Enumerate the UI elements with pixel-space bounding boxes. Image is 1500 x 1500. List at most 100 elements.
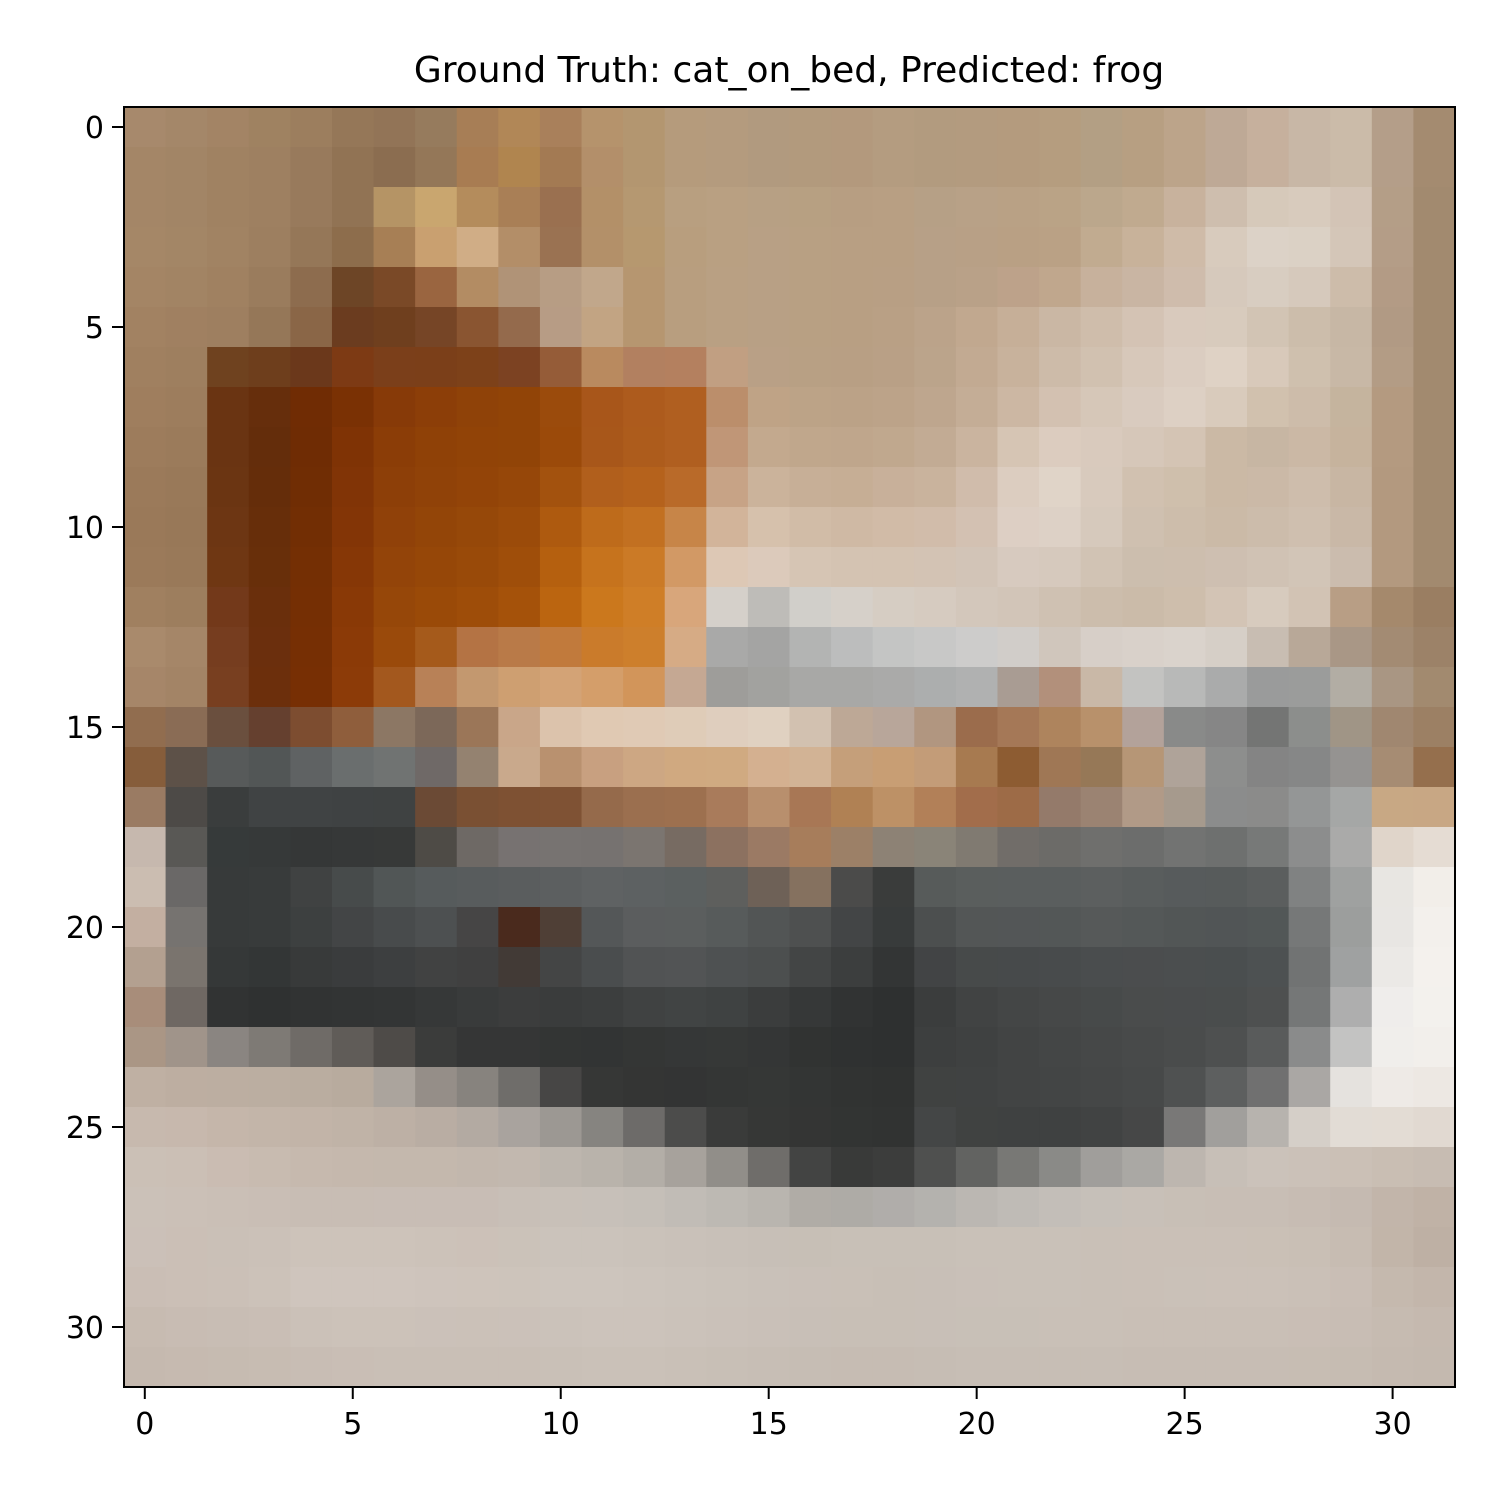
image-pixel xyxy=(1330,1107,1373,1148)
image-pixel xyxy=(1371,227,1414,268)
image-pixel xyxy=(1288,467,1331,508)
image-pixel xyxy=(1371,1067,1414,1108)
image-pixel xyxy=(1247,907,1290,948)
image-pixel xyxy=(331,707,375,748)
image-pixel xyxy=(872,427,915,468)
image-pixel xyxy=(498,1147,541,1188)
image-pixel xyxy=(331,1347,375,1388)
image-pixel xyxy=(664,827,707,868)
image-pixel xyxy=(831,227,874,268)
image-pixel xyxy=(1247,107,1290,148)
image-pixel xyxy=(331,1027,375,1068)
image-pixel xyxy=(623,187,666,228)
image-pixel xyxy=(623,707,666,748)
image-pixel xyxy=(1039,707,1082,748)
image-pixel xyxy=(706,1027,749,1068)
image-pixel xyxy=(831,1187,874,1228)
image-pixel xyxy=(1330,147,1373,188)
image-pixel xyxy=(207,307,250,348)
image-pixel xyxy=(124,627,167,668)
image-pixel xyxy=(290,947,333,988)
image-pixel xyxy=(1330,787,1373,828)
image-pixel xyxy=(1163,1347,1207,1388)
image-pixel xyxy=(789,787,832,828)
image-pixel xyxy=(1163,907,1207,948)
image-pixel xyxy=(706,347,749,388)
image-pixel xyxy=(1371,1027,1414,1068)
image-pixel xyxy=(831,1067,874,1108)
image-pixel xyxy=(747,187,791,228)
image-pixel xyxy=(290,667,333,708)
image-pixel xyxy=(1247,827,1290,868)
image-pixel xyxy=(1247,867,1290,908)
image-pixel xyxy=(831,107,874,148)
image-pixel xyxy=(1288,507,1331,548)
image-pixel xyxy=(955,587,999,628)
image-pixel xyxy=(207,267,250,308)
image-pixel xyxy=(789,1267,832,1308)
image-pixel xyxy=(1205,267,1248,308)
image-pixel xyxy=(498,987,541,1028)
image-pixel xyxy=(623,587,666,628)
image-pixel xyxy=(1080,427,1123,468)
image-pixel xyxy=(1205,907,1248,948)
image-pixel xyxy=(955,267,999,308)
image-pixel xyxy=(539,267,583,308)
image-pixel xyxy=(664,907,707,948)
image-pixel xyxy=(914,507,957,548)
image-pixel xyxy=(1163,147,1207,188)
image-pixel xyxy=(955,307,999,348)
image-pixel xyxy=(1330,307,1373,348)
image-pixel xyxy=(498,1227,541,1268)
image-pixel xyxy=(1288,1267,1331,1308)
image-pixel xyxy=(831,507,874,548)
image-pixel xyxy=(1288,907,1331,948)
image-pixel xyxy=(1413,1107,1456,1148)
image-pixel xyxy=(706,1267,749,1308)
image-pixel xyxy=(1371,787,1414,828)
image-pixel xyxy=(955,907,999,948)
image-pixel xyxy=(914,267,957,308)
image-pixel xyxy=(706,227,749,268)
image-pixel xyxy=(1039,1187,1082,1228)
image-pixel xyxy=(1371,987,1414,1028)
image-pixel xyxy=(1371,827,1414,868)
image-pixel xyxy=(1039,467,1082,508)
image-pixel xyxy=(914,1267,957,1308)
image-pixel xyxy=(415,867,458,908)
image-pixel xyxy=(1247,667,1290,708)
image-pixel xyxy=(124,347,167,388)
image-pixel xyxy=(415,987,458,1028)
image-pixel xyxy=(1163,987,1207,1028)
image-pixel xyxy=(664,427,707,468)
image-pixel xyxy=(207,587,250,628)
image-pixel xyxy=(831,587,874,628)
image-pixel xyxy=(1288,1067,1331,1108)
image-pixel xyxy=(1247,1187,1290,1228)
image-pixel xyxy=(1330,1347,1373,1388)
image-pixel xyxy=(498,307,541,348)
image-pixel xyxy=(1080,867,1123,908)
image-pixel xyxy=(498,507,541,548)
image-pixel xyxy=(1122,747,1165,788)
image-pixel xyxy=(789,1107,832,1148)
image-pixel xyxy=(831,387,874,428)
image-pixel xyxy=(955,227,999,268)
image-pixel xyxy=(1039,787,1082,828)
image-pixel xyxy=(831,1307,874,1348)
image-pixel xyxy=(1371,1227,1414,1268)
x-axis: 0 5 10 15 20 25 30 xyxy=(135,1387,1412,1442)
image-pixel xyxy=(456,947,499,988)
image-pixel xyxy=(747,827,791,868)
y-tick-label: 30 xyxy=(66,1311,104,1346)
image-pixel xyxy=(1122,1267,1165,1308)
image-pixel xyxy=(456,987,499,1028)
image-pixel xyxy=(831,787,874,828)
image-pixel xyxy=(623,667,666,708)
image-pixel xyxy=(1413,467,1456,508)
image-pixel xyxy=(747,747,791,788)
image-pixel xyxy=(331,507,375,548)
image-pixel xyxy=(331,587,375,628)
image-pixel xyxy=(747,1027,791,1068)
image-pixel xyxy=(706,827,749,868)
